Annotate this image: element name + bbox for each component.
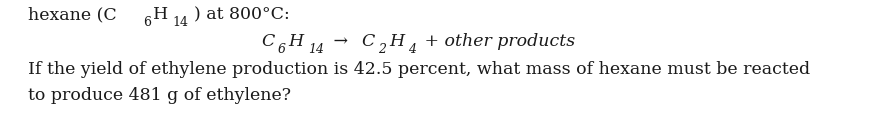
Text: 14: 14 (307, 43, 324, 55)
Text: to produce 481 g of ethylene?: to produce 481 g of ethylene? (28, 86, 292, 103)
Text: 4: 4 (408, 43, 417, 55)
Text: + other products: + other products (418, 33, 574, 50)
Text: C: C (361, 33, 374, 50)
Text: C: C (261, 33, 274, 50)
Text: H: H (153, 6, 168, 23)
Text: 2: 2 (197, 0, 205, 1)
Text: 2: 2 (379, 43, 387, 55)
Text: If the yield of ethylene production is 42.5 percent, what mass of hexane must be: If the yield of ethylene production is 4… (28, 60, 811, 77)
Text: H: H (389, 33, 403, 50)
Text: 14: 14 (173, 16, 189, 28)
Text: 4: 4 (227, 0, 235, 1)
Text: 6: 6 (143, 16, 151, 28)
Text: H: H (288, 33, 303, 50)
Text: 6: 6 (278, 43, 286, 55)
Text: →: → (329, 33, 354, 50)
Text: ) at 800°C:: ) at 800°C: (194, 6, 289, 23)
Text: hexane (C: hexane (C (28, 6, 117, 23)
